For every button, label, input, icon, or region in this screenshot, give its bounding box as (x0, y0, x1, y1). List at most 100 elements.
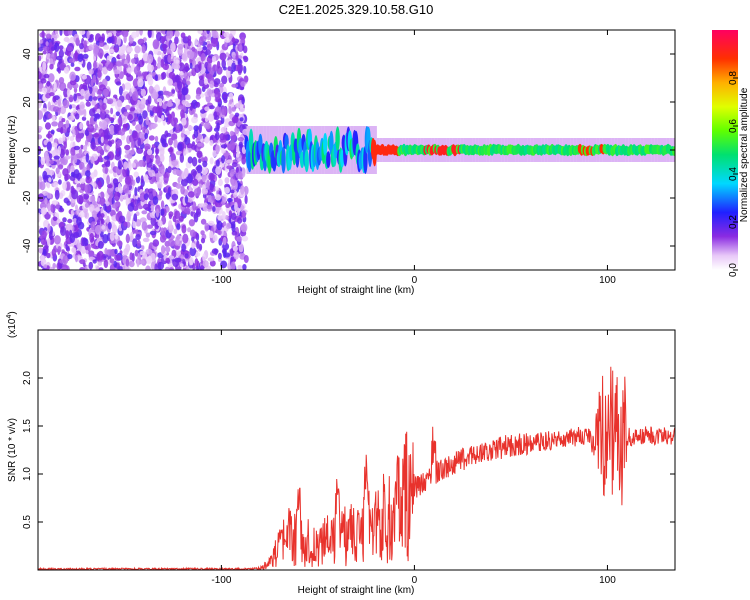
heatmap-speckle (230, 189, 235, 194)
heatmap-speckle (223, 98, 228, 104)
heatmap-speckle (104, 247, 108, 255)
heatmap-speckle (175, 183, 182, 189)
heatmap-speckle (116, 139, 123, 147)
heatmap-speckle (194, 252, 201, 257)
heatmap-speckle (38, 134, 43, 140)
heatmap-speckle (164, 246, 171, 253)
heatmap-speckle (82, 208, 89, 213)
heatmap-speckle (96, 145, 103, 154)
heatmap-speckle (100, 120, 108, 131)
heatmap-speckle (215, 202, 223, 208)
heatmap-speckle (103, 134, 111, 139)
heatmap-speckle (76, 216, 82, 226)
heatmap-speckle (215, 106, 220, 112)
heatmap-speckle (127, 113, 133, 121)
heatmap-speckle (157, 219, 163, 227)
heatmap-y-tick-label: 40 (22, 48, 33, 60)
heatmap-speckle (114, 248, 118, 255)
heatmap-speckle (148, 169, 156, 177)
heatmap-speckle (47, 203, 51, 212)
heatmap-speckle (231, 37, 236, 43)
heatmap-speckle (58, 179, 62, 185)
heatmap-x-tick-label: 0 (412, 275, 418, 286)
heatmap-speckle (200, 237, 206, 244)
heatmap-speckle (204, 222, 209, 232)
heatmap-speckle (83, 90, 91, 100)
heatmap-speckle (41, 87, 48, 94)
heatmap-speckle (73, 154, 78, 164)
heatmap-speckle (135, 124, 142, 133)
heatmap-speckle (96, 90, 102, 95)
heatmap-speckle (202, 45, 207, 51)
heatmap-speckle (171, 160, 179, 167)
heatmap-speckle (176, 234, 181, 240)
heatmap-speckle (54, 42, 60, 52)
heatmap-speckle (176, 169, 182, 177)
heatmap-speckle (58, 171, 62, 178)
heatmap-speckle (67, 30, 73, 36)
heatmap-speckle (232, 54, 236, 61)
heatmap-speckle (116, 36, 122, 46)
heatmap-speckle (201, 188, 208, 195)
heatmap-speckle (189, 256, 194, 266)
heatmap-speckle (223, 31, 230, 38)
heatmap-speckle (168, 137, 173, 146)
heatmap-speckle (128, 161, 132, 171)
heatmap-speckle (65, 181, 71, 191)
heatmap-speckle (164, 266, 170, 270)
heatmap-speckle (108, 169, 114, 174)
heatmap-speckle (137, 254, 142, 260)
heatmap-speckle (203, 78, 208, 85)
heatmap-speckle (101, 102, 107, 111)
heatmap-speckle (185, 65, 189, 74)
heatmap-speckle (142, 203, 150, 210)
heatmap-speckle (167, 166, 172, 174)
heatmap-speckle (115, 30, 123, 33)
heatmap-speckle (42, 45, 50, 52)
heatmap-speckle (40, 207, 47, 216)
heatmap-speckle (231, 62, 237, 73)
heatmap-speckle (155, 148, 160, 155)
heatmap-speckle (70, 185, 75, 195)
heatmap-speckle (196, 164, 203, 174)
heatmap-speckle (60, 126, 64, 135)
heatmap-speckle (94, 103, 99, 110)
heatmap-speckle (137, 38, 145, 45)
heatmap-speckle (49, 230, 53, 241)
heatmap-speckle (232, 245, 238, 252)
heatmap-speckle (91, 100, 97, 106)
heatmap-speckle (145, 116, 150, 126)
heatmap-speckle (77, 53, 84, 62)
heatmap-speckle (114, 254, 121, 261)
heatmap-speckle (66, 127, 71, 134)
heatmap-speckle (113, 260, 117, 268)
heatmap-speckle (51, 37, 55, 45)
heatmap-speckle (134, 53, 139, 58)
heatmap-speckle (42, 248, 47, 255)
heatmap-speckle (93, 85, 98, 93)
heatmap-speckle (204, 122, 211, 130)
heatmap-speckle (221, 155, 225, 164)
heatmap-speckle (161, 114, 165, 121)
heatmap-speckle (206, 204, 213, 210)
heatmap-speckle (186, 173, 194, 184)
heatmap-speckle (91, 210, 97, 217)
heatmap-speckle (184, 195, 188, 204)
snr-y-multiplier: (x104) (6, 311, 18, 338)
heatmap-speckle (69, 71, 76, 81)
heatmap-speckle (158, 101, 163, 107)
heatmap-speckle (122, 167, 128, 178)
heatmap-speckle (171, 133, 178, 141)
heatmap-speckle (179, 153, 184, 163)
heatmap-speckle (84, 184, 92, 194)
heatmap-speckle (224, 186, 231, 194)
heatmap-speckle (132, 220, 137, 229)
heatmap-speckle (122, 123, 129, 128)
colorbar-tick-label: 0.6 (728, 119, 739, 133)
heatmap-speckle (241, 156, 247, 165)
heatmap-speckle (171, 89, 176, 94)
heatmap-speckle (187, 156, 193, 164)
heatmap-speckle (118, 85, 123, 96)
heatmap-speckle (198, 243, 203, 251)
heatmap-speckle (177, 89, 182, 100)
